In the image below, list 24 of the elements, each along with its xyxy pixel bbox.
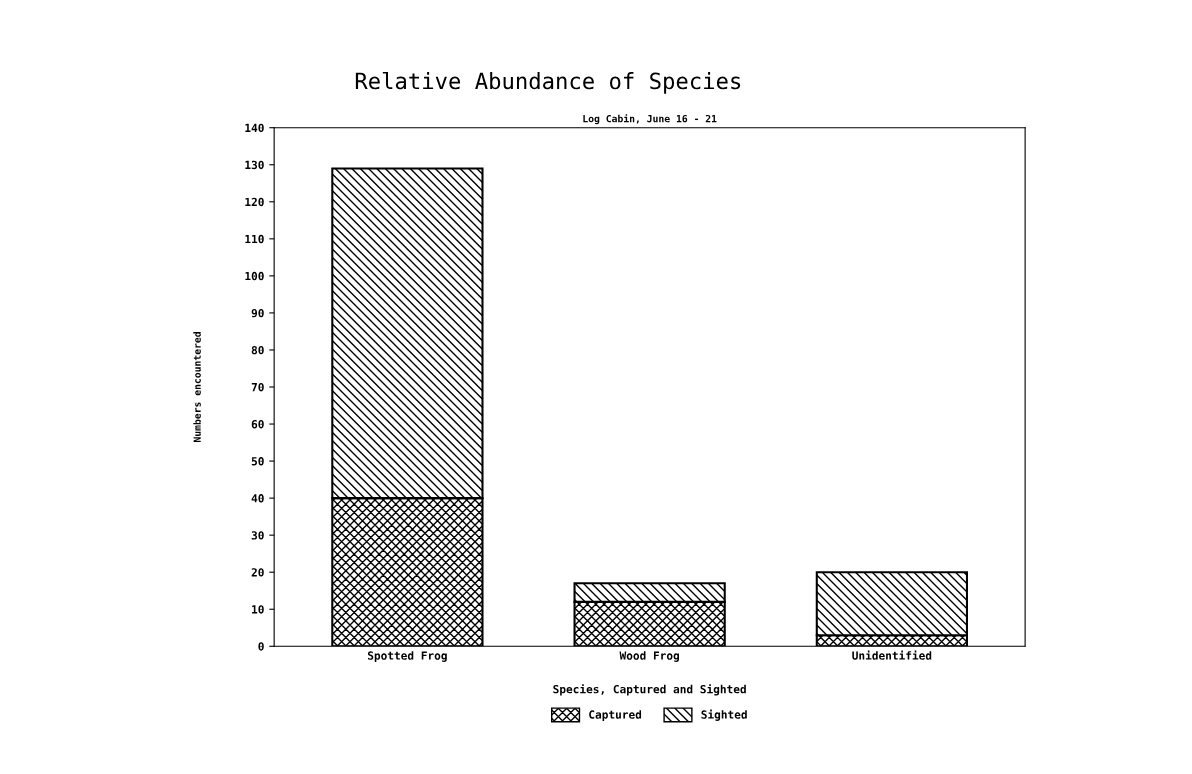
y-tick-label: 10 [252,605,264,614]
y-tick-label: 130 [245,160,264,170]
legend-label: Sighted [701,709,747,721]
y-tick-label: 120 [245,197,264,207]
y-tick-label: 50 [251,457,264,466]
y-tick-label: 110 [245,234,264,244]
y-tick-label: 140 [245,123,264,133]
y-tick-label: 60 [251,420,264,429]
y-tick-label: 80 [251,345,264,355]
y-tick-label: 70 [251,382,264,392]
x-tick-label: Unidentified [852,650,932,660]
y-tick-label: 90 [251,308,264,318]
y-axis-title: Numbers encountered [193,332,201,443]
y-tick-label: 30 [251,531,264,540]
y-tick-label: 0 [258,642,264,651]
y-tick-label: 40 [251,494,264,503]
legend-label: Captured [589,710,642,721]
chart-title: Relative Abundance of Species [355,72,741,94]
y-tick-label: 20 [251,568,264,577]
chart-subtitle: Log Cabin, June 16 - 21 [583,114,717,125]
x-axis-title: Species, Captured and Sighted [553,684,746,696]
x-tick-label: Wood Frog [619,651,679,662]
y-tick-label: 100 [245,271,264,281]
x-tick-label: Spotted Frog [367,651,447,662]
